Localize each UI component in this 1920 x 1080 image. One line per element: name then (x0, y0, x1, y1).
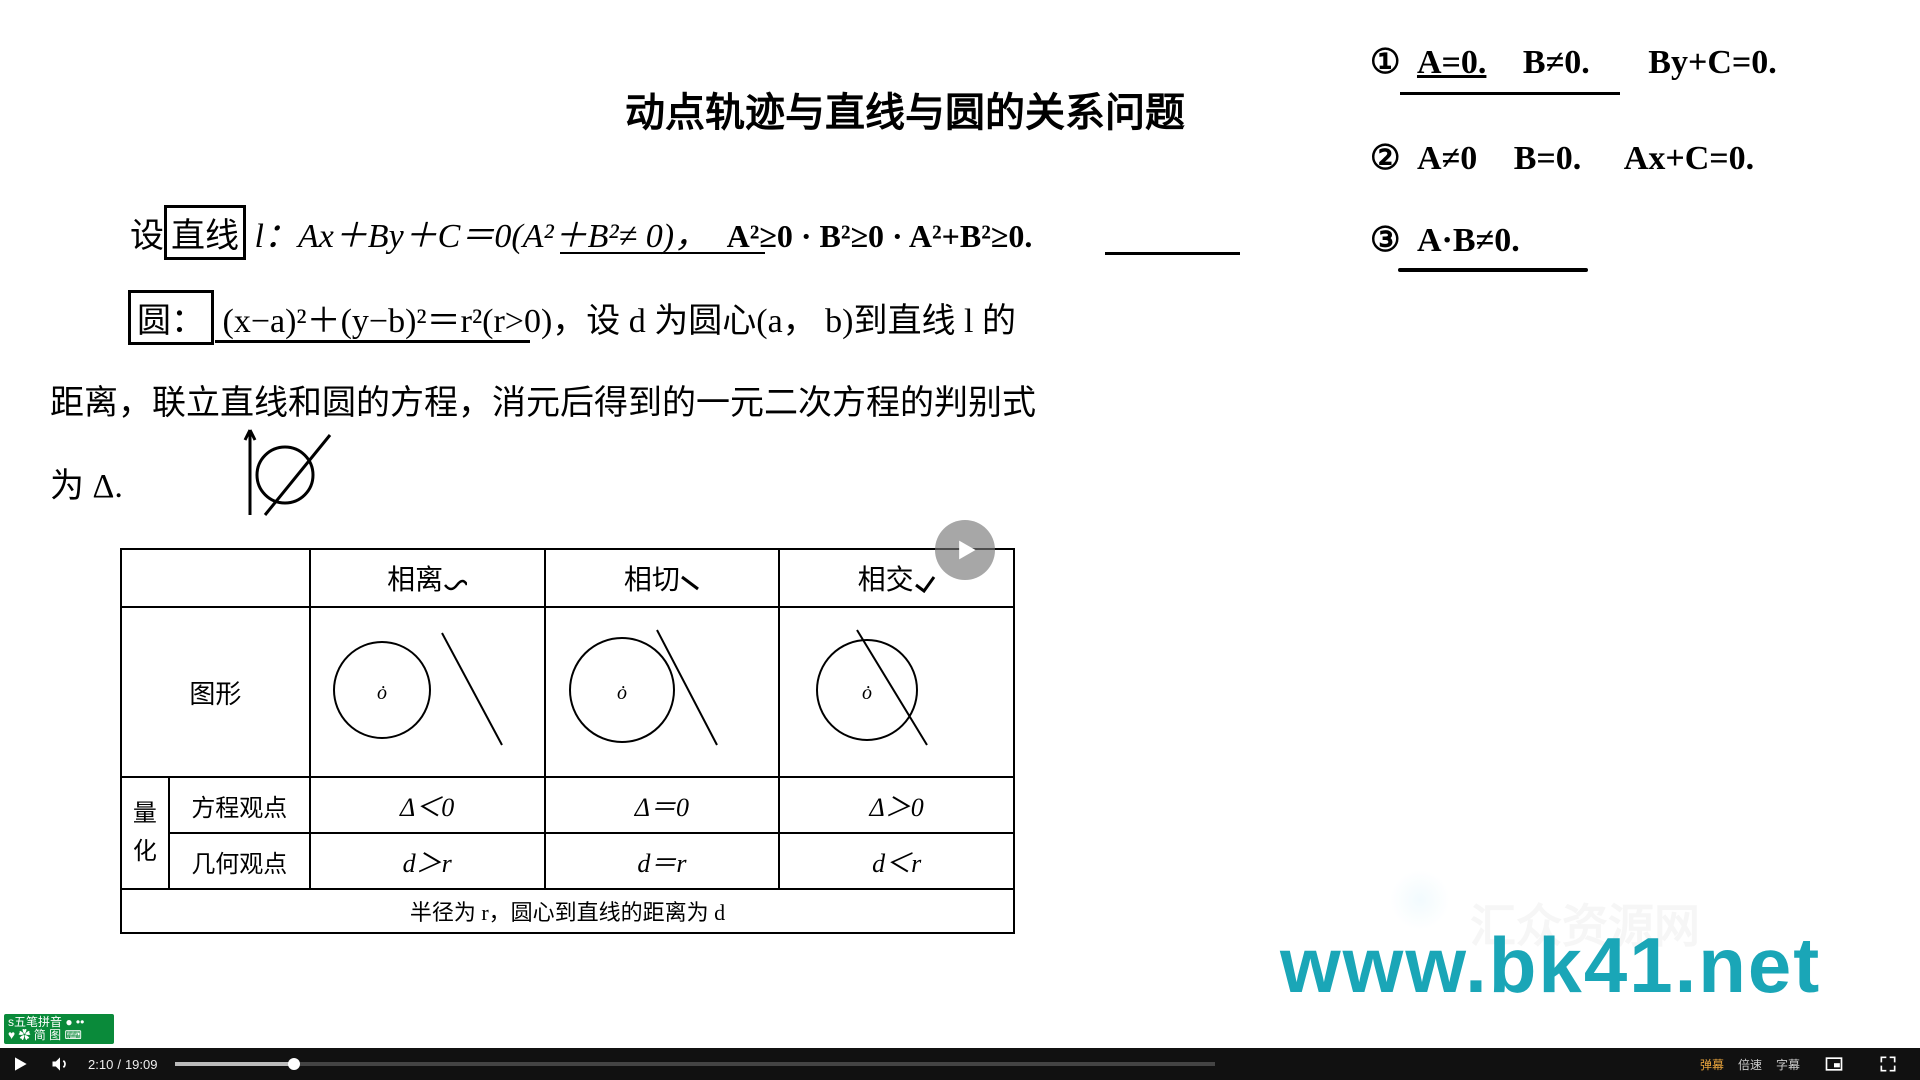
eq-secant: Δ＞0 (779, 777, 1014, 833)
ctl-speed[interactable]: 倍速 (1738, 1056, 1762, 1073)
handwriting-case-2: ② A≠0 B=0. Ax+C=0. (1370, 138, 1754, 178)
case1-c: By+C=0. (1648, 44, 1776, 81)
progress-knob[interactable] (288, 1058, 300, 1070)
box-yuan: 圆： (128, 290, 214, 345)
svg-text:ȯ: ȯ (377, 682, 387, 704)
geo-tangent: d＝r (545, 833, 780, 889)
box-zhixian: 直线 (164, 205, 246, 260)
underline-a2b2 (560, 252, 765, 254)
row-eq-label: 方程观点 (169, 777, 310, 833)
underline-a2b2ge0 (1105, 252, 1240, 255)
hw-sketch-icon (230, 420, 370, 520)
relation-table: 相离 相切 相交 图形 ȯ ȯ ȯ 量化 方程观点 Δ＜0 Δ＝0 Δ＞0 几何… (120, 548, 1015, 934)
ctl-subtitle[interactable]: 字幕 (1776, 1056, 1800, 1073)
underline-circle-eq (215, 340, 530, 343)
hw-underline-1 (1400, 92, 1620, 95)
play-icon (951, 536, 979, 564)
play-icon-bar[interactable] (10, 1054, 30, 1074)
hw-underline-3 (1398, 268, 1588, 272)
eq-circle: (x−a)²＋(y−b)²＝r²(r>0)，设 d 为圆心(a， b)到直线 l… (223, 303, 1016, 340)
num-1: ① (1370, 44, 1400, 81)
fig-secant: ȯ (779, 607, 1014, 777)
case1-a: A=0. (1417, 44, 1486, 81)
body-line-4: 为 Δ. (50, 458, 123, 507)
side-label: 量化 (121, 777, 169, 889)
ctl-danmu[interactable]: 弹幕 (1700, 1056, 1724, 1073)
case2-a: A≠0 (1417, 140, 1477, 177)
case2-b: B=0. (1514, 140, 1582, 177)
body-line-2: 圆： (x−a)²＋(y−b)²＝r²(r>0)，设 d 为圆心(a， b)到直… (128, 290, 1016, 345)
eq-line: Ax＋By＋C＝0(A²＋B²≠ 0)， (298, 218, 708, 255)
table-footer: 半径为 r，圆心到直线的距离为 d (121, 889, 1014, 933)
row-geo-label: 几何观点 (169, 833, 310, 889)
case2-c: Ax+C=0. (1624, 140, 1754, 177)
time-current: 2:10 (88, 1057, 113, 1072)
svg-text:ȯ: ȯ (617, 682, 627, 704)
time-total: 19:09 (125, 1057, 158, 1072)
geo-secant: d＜r (779, 833, 1014, 889)
play-button[interactable] (935, 520, 995, 580)
ime-line2: ♥ ✿ 简 图 ⌨ (8, 1029, 110, 1042)
page-title: 动点轨迹与直线与圆的关系问题 (625, 80, 1185, 138)
row-shape-label: 图形 (121, 607, 310, 777)
ime-indicator[interactable]: s五笔拼音 ● •• ♥ ✿ 简 图 ⌨ (4, 1014, 114, 1044)
txt-she: 设 (130, 218, 164, 255)
time-sep: / (117, 1057, 121, 1072)
video-control-bar: 2:10 / 19:09 弹幕 倍速 字幕 (0, 1048, 1920, 1080)
fig-tangent: ȯ (545, 607, 780, 777)
watermark-url: www.bk41.net (1280, 920, 1821, 1011)
case3-a: A·B≠0. (1417, 222, 1520, 259)
handwriting-case-1: ① A=0. B≠0. By+C=0. (1370, 42, 1777, 82)
geo-separate: d＞r (310, 833, 545, 889)
fig-separate: ȯ (310, 607, 545, 777)
pip-icon[interactable] (1824, 1054, 1844, 1074)
eq-separate: Δ＜0 (310, 777, 545, 833)
handwriting-case-3: ③ A·B≠0. (1370, 220, 1520, 260)
svg-text:ȯ: ȯ (862, 682, 872, 704)
body-line-3: 距离，联立直线和圆的方程，消元后得到的一元二次方程的判别式 (50, 375, 1036, 424)
num-2: ② (1370, 140, 1400, 177)
th-tangent: 相切 (545, 549, 780, 607)
volume-icon[interactable] (50, 1054, 70, 1074)
hw-ab-ineq: A²≥0 · B²≥0 · A²+B²≥0. (727, 218, 1033, 254)
fullscreen-icon[interactable] (1878, 1054, 1898, 1074)
progress-fill (175, 1062, 294, 1066)
th-separate: 相离 (310, 549, 545, 607)
eq-tangent: Δ＝0 (545, 777, 780, 833)
progress-bar[interactable] (175, 1062, 1215, 1066)
txt-l: l： (246, 218, 298, 255)
num-3: ③ (1370, 222, 1400, 259)
case1-b: B≠0. (1523, 44, 1590, 81)
